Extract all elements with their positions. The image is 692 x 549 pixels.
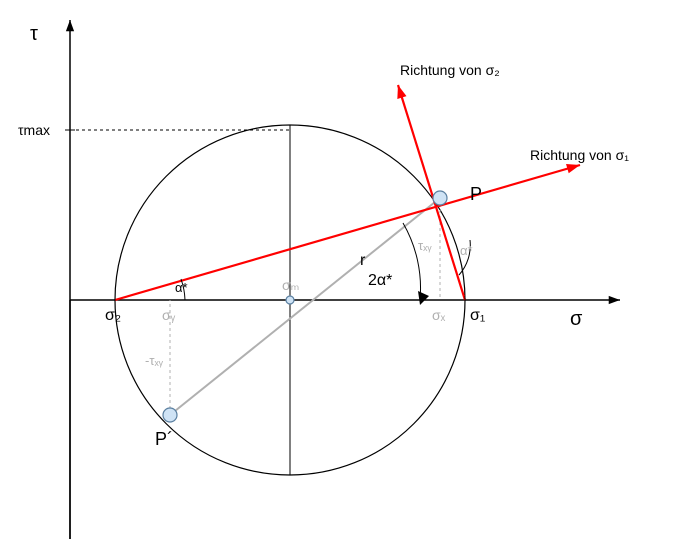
sigma1-label: σ₁ <box>470 307 485 324</box>
two-alpha-label: 2α* <box>368 272 392 289</box>
sigma-x-label: σₓ <box>432 307 446 323</box>
point-p-prime <box>163 408 177 422</box>
alpha-p-label: α* <box>460 243 473 258</box>
sigma-m-label: σₘ <box>282 277 299 293</box>
point-p <box>433 191 447 205</box>
center-point <box>286 296 294 304</box>
tau-xy-label: τₓᵧ <box>418 238 432 253</box>
p-prime-label: P´ <box>155 429 173 449</box>
tau-max-label: τmax <box>18 122 50 138</box>
dir-sigma1-label: Richtung von σ₁ <box>530 147 629 163</box>
y-axis-label: τ <box>30 23 38 45</box>
p-label: P <box>470 184 482 204</box>
neg-tau-xy-label: -τₓᵧ <box>145 353 164 368</box>
sigma-y-label: σᵧ <box>162 307 176 323</box>
r-label: r <box>360 252 366 269</box>
sigma2-label: σ₂ <box>105 307 121 324</box>
x-axis-label: σ <box>570 308 583 330</box>
dir-sigma2-label: Richtung von σ₂ <box>400 62 500 78</box>
alpha-sigma2-label: α* <box>175 280 188 295</box>
